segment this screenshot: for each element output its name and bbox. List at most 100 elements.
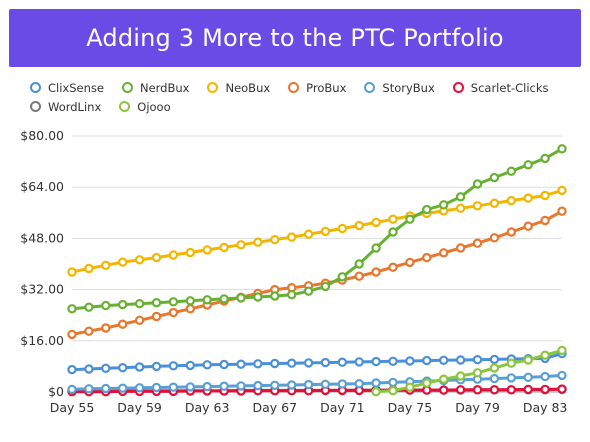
data-point (523, 221, 533, 231)
legend-swatch (288, 82, 300, 93)
data-point (523, 193, 533, 203)
data-point (523, 372, 533, 382)
data-point (557, 384, 567, 394)
x-tick-label: Day 67 (252, 400, 297, 415)
data-point (506, 227, 516, 237)
data-point (540, 215, 550, 226)
legend-item[interactable]: WordLinx (30, 99, 101, 114)
legend-item[interactable]: ClixSense (30, 80, 104, 95)
data-point (117, 363, 128, 373)
data-point (388, 386, 398, 396)
series-line (71, 373, 563, 391)
series-ojooo (371, 345, 567, 397)
data-point (388, 356, 398, 366)
data-point (320, 357, 331, 368)
data-point (523, 384, 533, 395)
y-tick-label: $0 (48, 384, 64, 399)
data-point (523, 160, 533, 170)
data-point (84, 364, 94, 374)
y-tick-label: $64.00 (20, 179, 64, 194)
legend-item[interactable]: ProBux (288, 80, 346, 95)
data-point (422, 355, 432, 366)
data-point (219, 242, 229, 253)
legend-label: StoryBux (382, 80, 435, 95)
legend-swatch (121, 82, 133, 93)
data-point (236, 240, 246, 250)
data-point (506, 373, 516, 383)
legend-swatch (30, 82, 41, 93)
data-point (506, 166, 516, 176)
data-point (540, 384, 550, 395)
data-point (151, 298, 162, 308)
data-point (67, 304, 77, 314)
legend-item[interactable]: StoryBux (364, 80, 435, 95)
data-point (557, 185, 567, 196)
data-point (202, 360, 212, 370)
legend-item[interactable]: Ojooo (119, 99, 171, 114)
series-line (376, 348, 563, 394)
data-point (540, 371, 550, 382)
data-point (134, 299, 145, 309)
data-point (455, 243, 466, 253)
data-point (134, 315, 145, 325)
data-point (557, 144, 567, 154)
data-point (202, 295, 212, 305)
data-point (168, 297, 179, 307)
data-point (388, 214, 398, 224)
data-point (354, 357, 364, 367)
data-point (101, 323, 111, 333)
data-point (270, 234, 280, 245)
data-point (185, 247, 195, 258)
legend-swatch (207, 82, 219, 93)
data-point (455, 203, 466, 213)
data-point (303, 229, 314, 239)
data-point (270, 358, 280, 369)
data-point (371, 378, 381, 388)
data-point (168, 361, 179, 371)
data-point (371, 243, 381, 253)
data-point (151, 311, 162, 322)
data-point (320, 379, 331, 389)
data-point (236, 293, 246, 303)
data-point (134, 255, 145, 265)
data-point (371, 217, 381, 228)
legend-item[interactable]: Scarlet-Clicks (452, 80, 549, 95)
data-point (557, 345, 567, 356)
data-point (219, 294, 229, 304)
data-point (439, 200, 449, 210)
data-point (185, 296, 195, 306)
data-point (354, 379, 364, 389)
series-storybux (67, 370, 567, 395)
data-point (337, 357, 347, 367)
data-point (67, 364, 77, 375)
chart-title: Adding 3 More to the PTC Portfolio (86, 24, 504, 52)
y-tick-label: $48.00 (20, 230, 64, 245)
legend-item[interactable]: NeoBux (207, 80, 270, 95)
data-point (67, 329, 77, 340)
data-point (455, 192, 466, 202)
data-point (287, 232, 297, 242)
data-point (472, 355, 483, 365)
legend-item[interactable]: NerdBux (121, 80, 189, 95)
data-point (202, 245, 212, 255)
data-point (151, 252, 162, 263)
data-point (168, 382, 179, 392)
data-point (67, 267, 77, 277)
legend-swatch (364, 82, 376, 93)
data-point (253, 380, 263, 391)
data-point (337, 379, 347, 389)
data-point (84, 263, 94, 274)
series-line (71, 188, 563, 274)
data-point (422, 204, 432, 215)
data-point (202, 381, 212, 392)
y-tick-label: $32.00 (20, 282, 64, 297)
legend-label: ClixSense (48, 80, 104, 95)
data-point (253, 237, 263, 247)
data-point (557, 370, 567, 381)
data-point (489, 363, 500, 373)
data-point (439, 355, 449, 365)
data-point (236, 359, 246, 369)
data-point (489, 385, 500, 395)
data-point (489, 354, 500, 365)
data-point (439, 385, 449, 395)
